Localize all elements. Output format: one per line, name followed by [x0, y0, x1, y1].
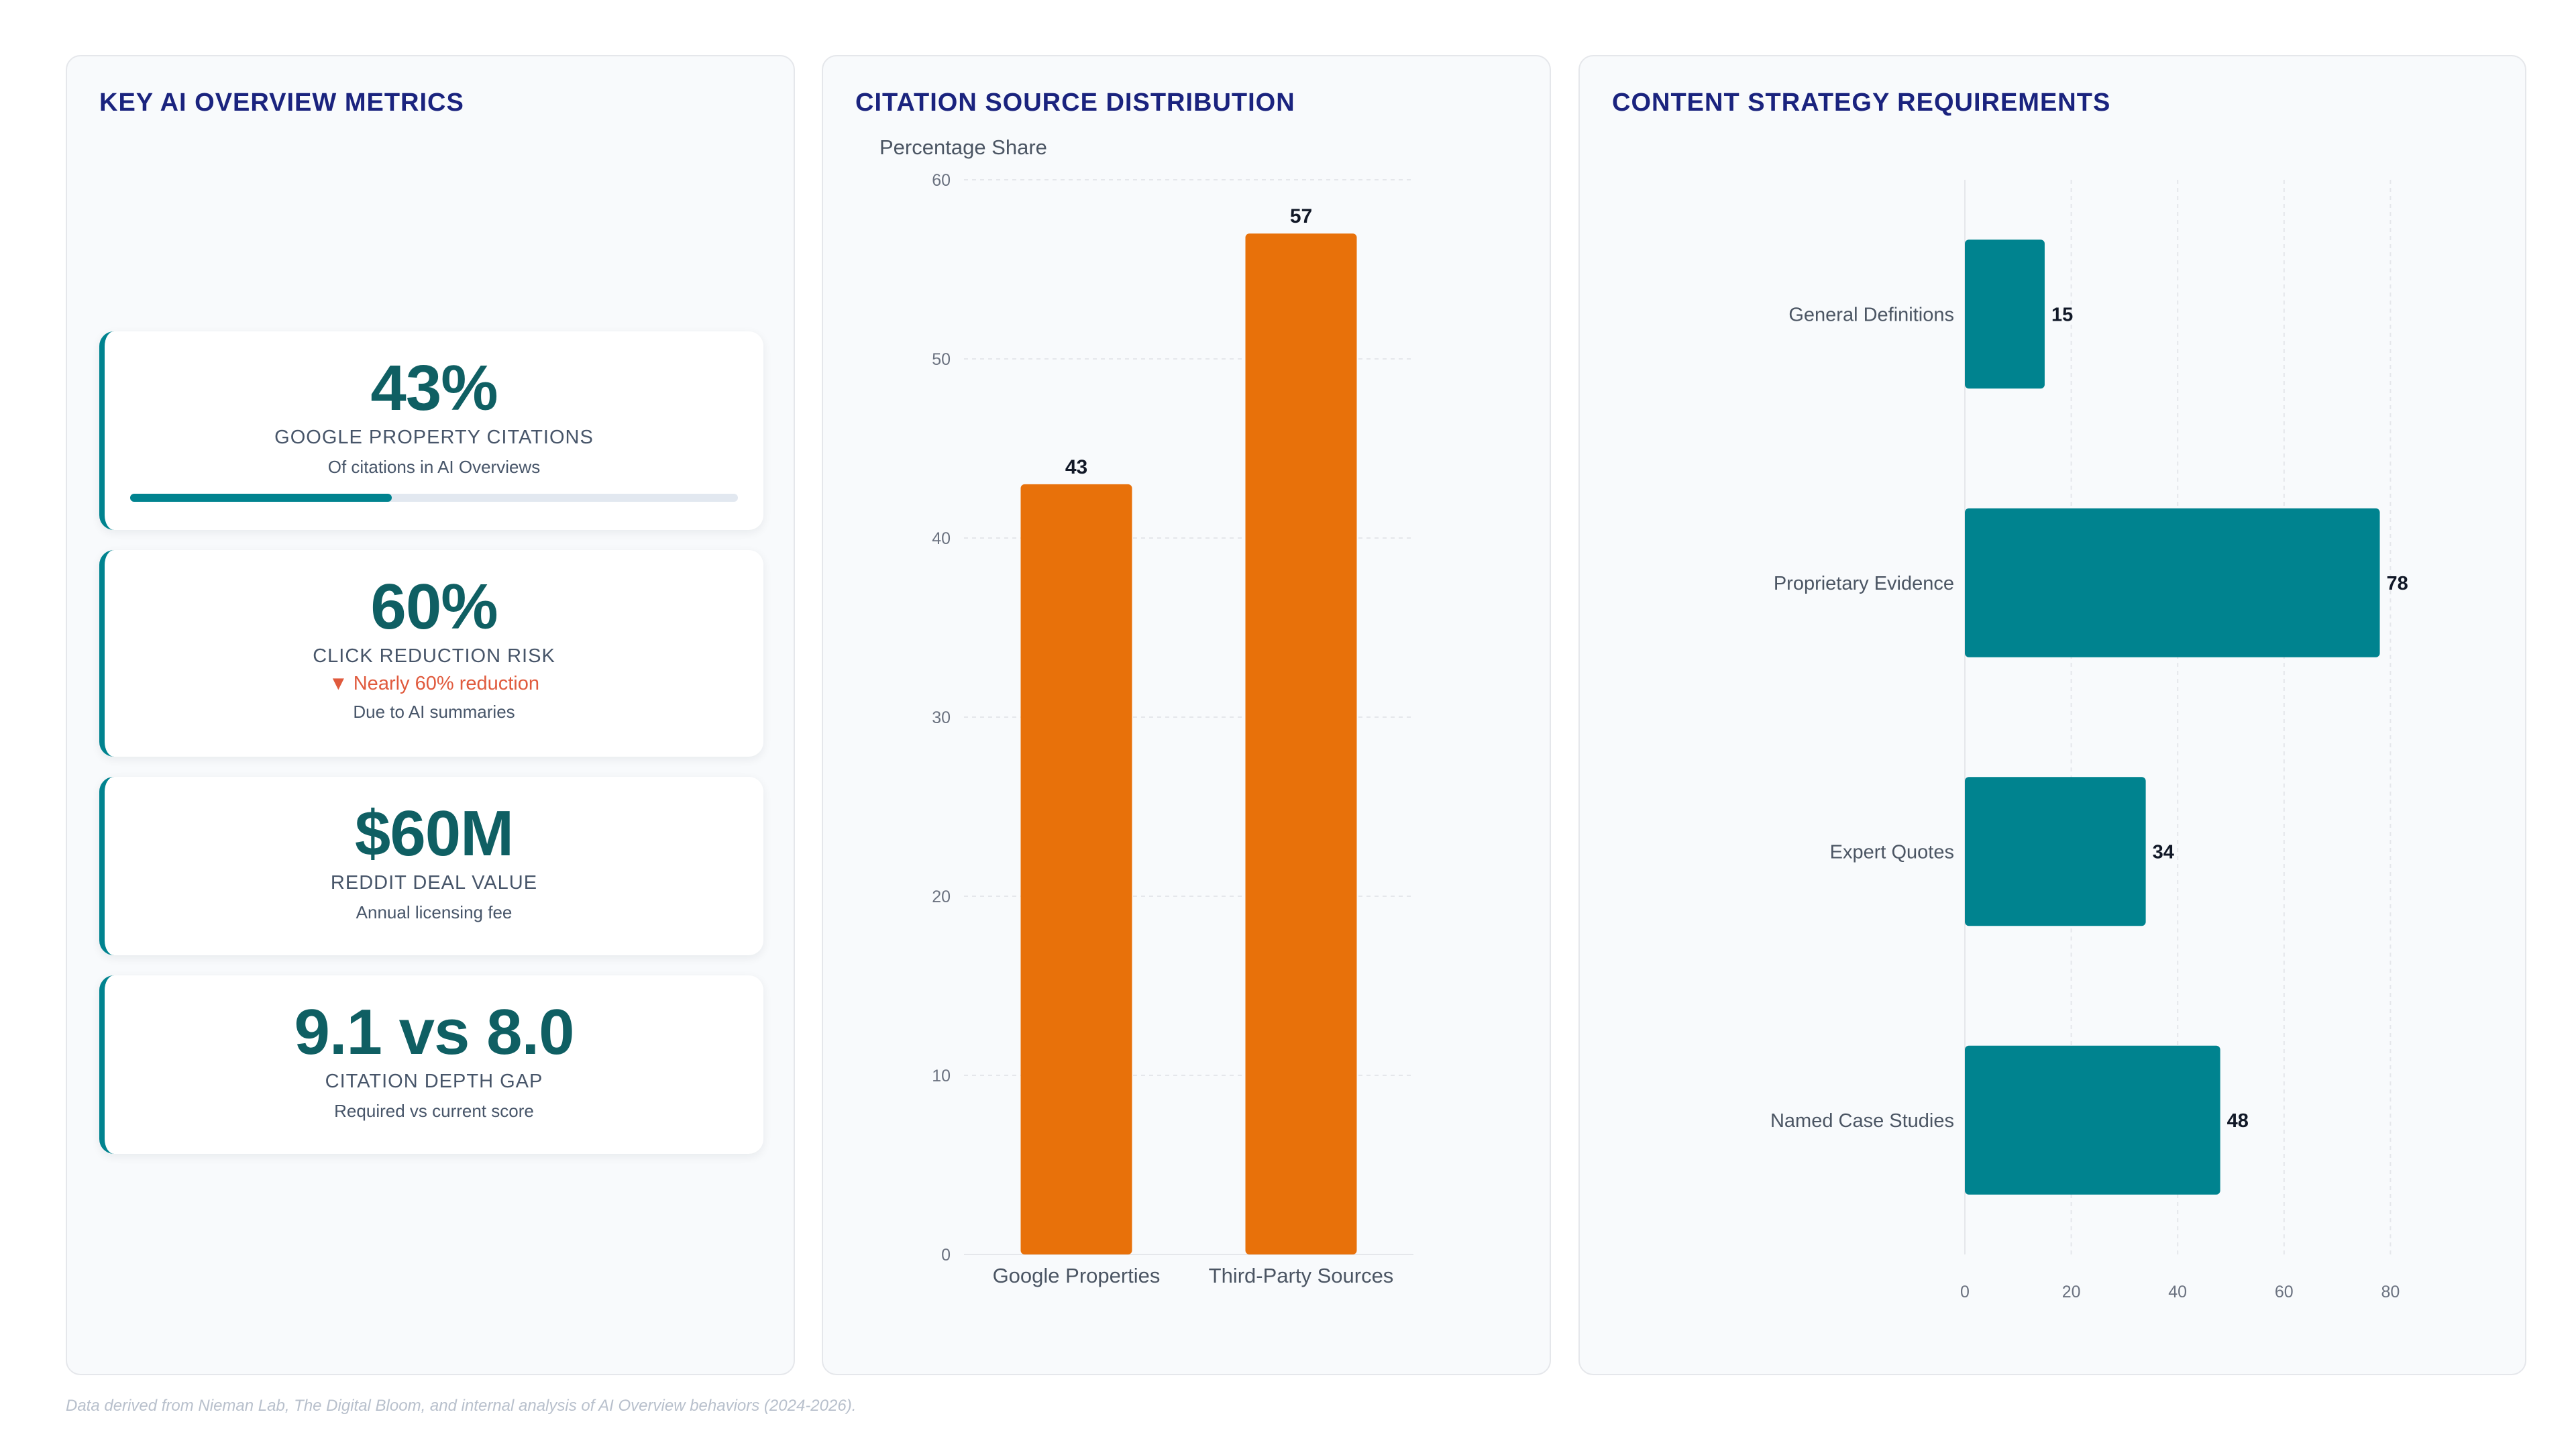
bar — [1965, 508, 2380, 657]
metric-label: REDDIT DEAL VALUE — [330, 872, 538, 894]
metric-subtext: Required vs current score — [334, 1101, 534, 1121]
metric-subtext: Due to AI summaries — [353, 702, 515, 722]
y-tick-label: Named Case Studies — [1770, 1110, 1954, 1132]
metric-card-citation-depth: 9.1 vs 8.0 CITATION DEPTH GAP Required v… — [99, 975, 763, 1154]
y-tick-label: 0 — [941, 1246, 951, 1265]
citation-panel-title: CITATION SOURCE DISTRIBUTION — [855, 89, 1295, 117]
data-label: 43 — [1065, 456, 1087, 478]
bar — [1020, 484, 1132, 1254]
metric-value: 43% — [370, 352, 498, 424]
y-tick-label: 40 — [932, 529, 951, 548]
x-tick-label: 40 — [2168, 1283, 2187, 1301]
y-tick-label: 50 — [932, 350, 951, 369]
y-tick-label: 20 — [932, 888, 951, 906]
metric-value: 9.1 vs 8.0 — [294, 996, 574, 1068]
bar — [1965, 239, 2045, 389]
strategy-panel: CONTENT STRATEGY REQUIREMENTS 0 20 40 60 80 1… — [1578, 55, 2526, 1375]
metrics-panel: KEY AI OVERVIEW METRICS 43% GOOGLE PROPE… — [66, 55, 795, 1375]
metric-trend: ▼ Nearly 60% reduction — [328, 673, 539, 694]
data-label: 15 — [2051, 304, 2073, 325]
bar — [1965, 777, 2146, 926]
y-axis-label: Percentage Share — [879, 136, 1047, 159]
citation-bar-chart: Percentage Share 0 10 20 30 40 50 60 43 Google Pr… — [879, 136, 1413, 1287]
footnote: Data derived from Nieman Lab, The Digita… — [66, 1397, 857, 1415]
y-tick-label: 30 — [932, 708, 951, 727]
bar — [1245, 233, 1357, 1255]
progress-fill — [130, 494, 392, 502]
metric-label: GOOGLE PROPERTY CITATIONS — [274, 427, 594, 448]
progress-track — [130, 494, 738, 502]
y-tick-label: Expert Quotes — [1830, 841, 1954, 863]
metric-label: CITATION DEPTH GAP — [325, 1071, 543, 1092]
data-label: 48 — [2227, 1110, 2249, 1132]
data-label: 34 — [2153, 841, 2174, 863]
metric-subtext: Of citations in AI Overviews — [327, 457, 541, 477]
y-tick-label: 60 — [932, 171, 951, 190]
x-tick-label: 0 — [1960, 1283, 1970, 1301]
x-tick-label: 60 — [2275, 1283, 2294, 1301]
data-label: 78 — [2387, 573, 2408, 594]
metrics-panel-title: KEY AI OVERVIEW METRICS — [99, 89, 464, 117]
citation-panel: CITATION SOURCE DISTRIBUTION Percentage … — [822, 55, 1551, 1375]
y-tick-label: 10 — [932, 1067, 951, 1085]
y-tick-label: General Definitions — [1788, 304, 1954, 325]
y-tick-label: Proprietary Evidence — [1774, 573, 1954, 594]
x-tick-label: Google Properties — [993, 1264, 1161, 1287]
metric-card-reddit-deal: $60M REDDIT DEAL VALUE Annual licensing … — [99, 777, 763, 955]
x-tick-label: 80 — [2381, 1283, 2400, 1301]
metric-label: CLICK REDUCTION RISK — [313, 645, 555, 667]
bar — [1965, 1045, 2220, 1195]
metric-card-google-citations: 43% GOOGLE PROPERTY CITATIONS Of citatio… — [99, 331, 763, 530]
data-label: 57 — [1290, 205, 1312, 227]
metric-value: 60% — [370, 571, 498, 643]
metric-value: $60M — [354, 798, 514, 869]
x-tick-label: 20 — [2062, 1283, 2081, 1301]
strategy-panel-title: CONTENT STRATEGY REQUIREMENTS — [1612, 89, 2111, 117]
x-tick-label: Third-Party Sources — [1209, 1264, 1394, 1287]
metric-subtext: Annual licensing fee — [356, 902, 513, 922]
metric-card-click-reduction: 60% CLICK REDUCTION RISK ▼ Nearly 60% re… — [99, 550, 763, 757]
strategy-bar-chart: 0 20 40 60 80 15 General Definitions 78 Propriet… — [1770, 180, 2408, 1301]
